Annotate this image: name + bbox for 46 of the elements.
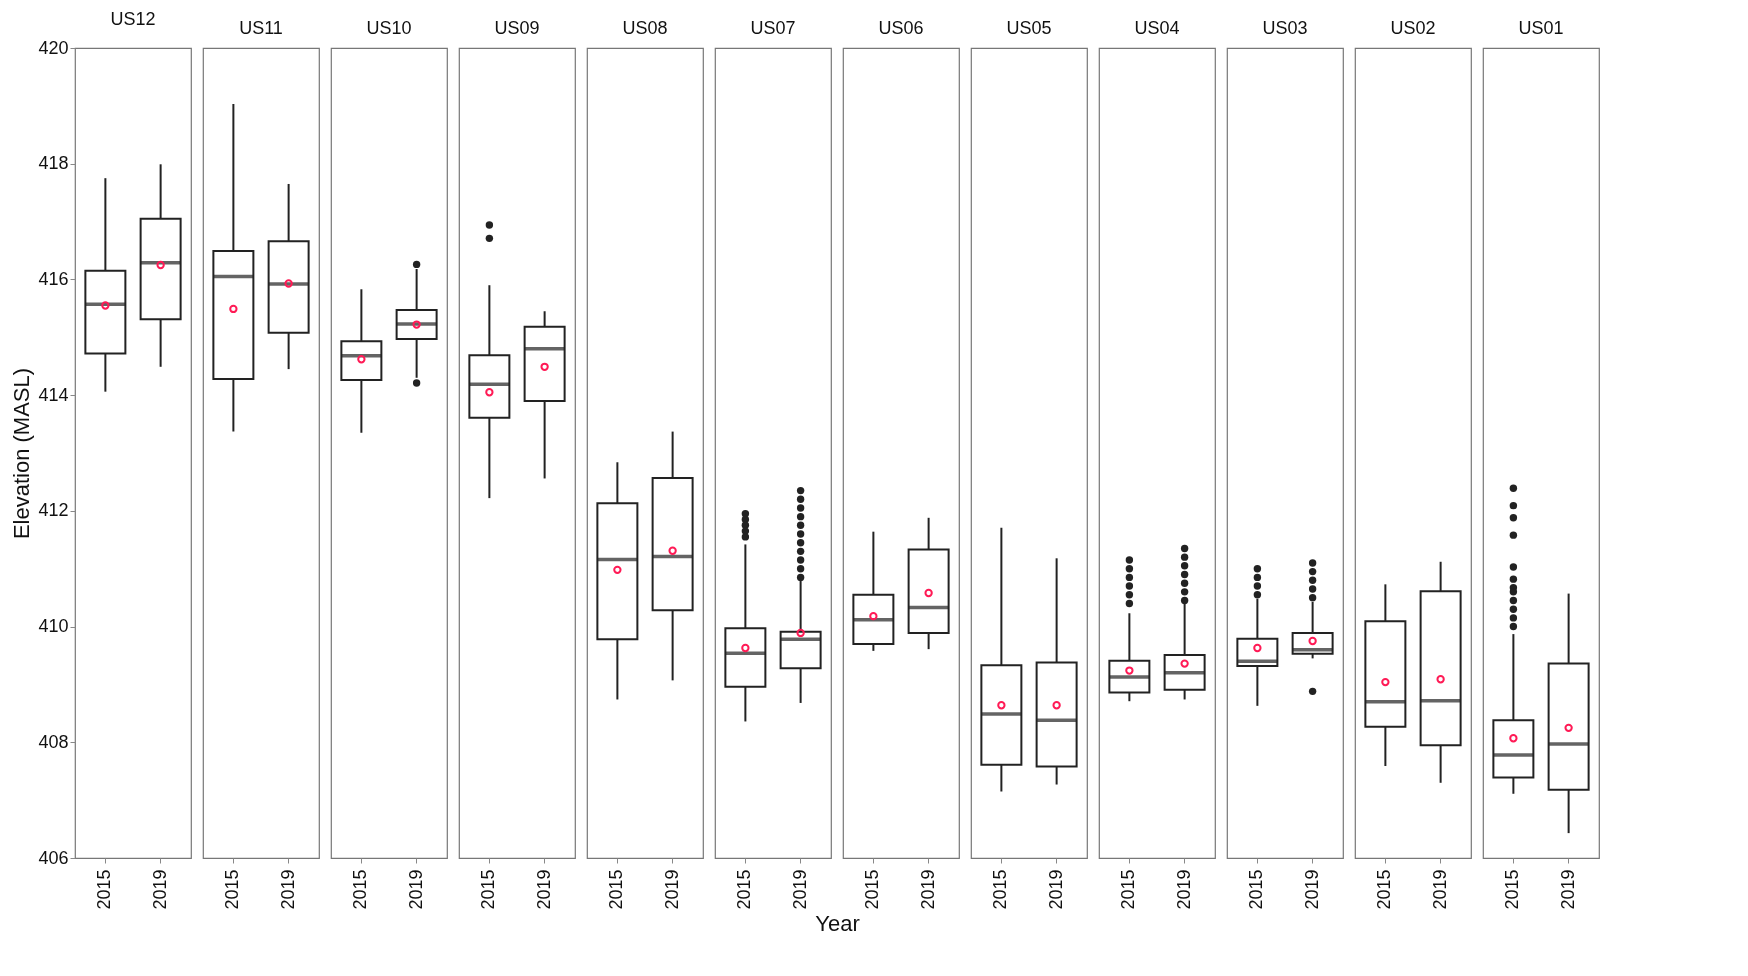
x-tick-label: 2019 <box>1429 869 1450 910</box>
x-tick-label: 2015 <box>222 869 243 910</box>
x-tick-label: 2019 <box>1557 869 1578 910</box>
x-tick-label: 2015 <box>350 869 371 910</box>
y-tick-label: 420 <box>38 37 69 58</box>
x-tick-label: 2015 <box>478 869 499 910</box>
x-tick-label: 2019 <box>277 869 298 910</box>
y-tick-label: 406 <box>38 847 69 868</box>
chart-title: US04 <box>1134 18 1180 38</box>
y-tick-label: 410 <box>38 616 69 637</box>
chart-title: US11 <box>239 18 283 38</box>
x-tick-label: 2019 <box>1301 869 1322 910</box>
y-axis-title: Elevation (MASL) <box>9 367 35 540</box>
chart-title: US02 <box>1390 18 1436 38</box>
y-tick-label: 418 <box>38 153 69 174</box>
x-tick-label: 2015 <box>1374 869 1395 910</box>
x-tick-label: 2019 <box>661 869 682 910</box>
x-tick-label: 2015 <box>1502 869 1523 910</box>
chart-title: US08 <box>622 18 668 38</box>
y-tick-label: 408 <box>38 731 69 752</box>
chart-title: US03 <box>1262 18 1308 38</box>
x-tick-label: 2015 <box>606 869 627 910</box>
chart-title: US07 <box>750 18 796 38</box>
x-tick-label: 2015 <box>1246 869 1267 910</box>
x-tick-label: 2015 <box>734 869 755 910</box>
y-tick-label: 416 <box>38 268 69 289</box>
x-tick-label: 2019 <box>149 869 170 910</box>
x-tick-label: 2019 <box>533 869 554 910</box>
y-tick-label: 412 <box>38 500 69 521</box>
x-tick-label: 2019 <box>1045 869 1066 910</box>
chart-title: US12 <box>110 9 156 29</box>
x-axis-title: Year <box>815 910 860 936</box>
chart-title: US06 <box>878 18 924 38</box>
y-tick-label: 414 <box>38 384 69 405</box>
x-tick-label: 2015 <box>94 869 115 910</box>
chart-title: US05 <box>1006 18 1052 38</box>
x-tick-label: 2019 <box>1173 869 1194 910</box>
x-tick-label: 2019 <box>917 869 938 910</box>
x-tick-label: 2015 <box>862 869 883 910</box>
chart-title: US09 <box>494 18 540 38</box>
x-tick-label: 2015 <box>1118 869 1139 910</box>
x-tick-label: 2019 <box>405 869 426 910</box>
x-tick-label: 2015 <box>990 869 1011 910</box>
chart-title: US01 <box>1518 18 1564 38</box>
chart-title: US10 <box>366 18 412 38</box>
x-tick-label: 2019 <box>789 869 810 910</box>
